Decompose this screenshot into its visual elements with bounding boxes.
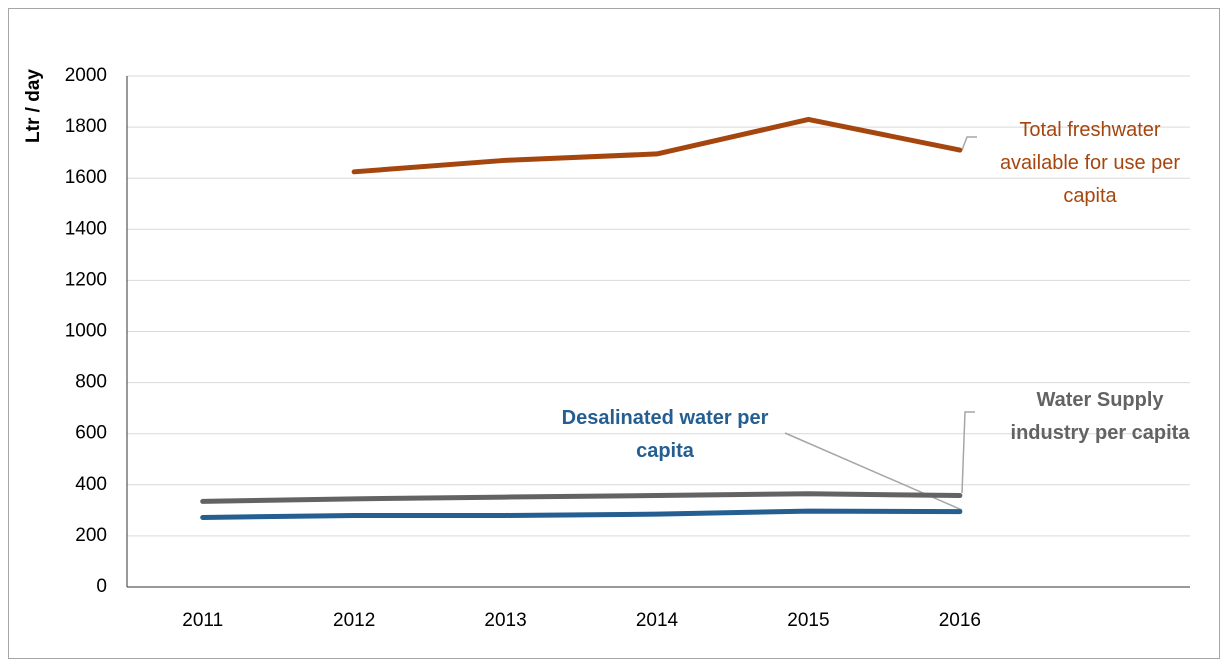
series-line <box>200 491 963 504</box>
chart-border <box>8 8 1220 659</box>
y-tick-label: 1200 <box>65 269 107 290</box>
series-line <box>200 508 963 521</box>
y-tick-label: 1600 <box>65 167 107 188</box>
y-axis-label: Ltr / day <box>23 69 44 143</box>
x-tick-label: 2016 <box>939 610 981 631</box>
y-tick-label: 800 <box>75 372 107 393</box>
y-tick-label: 200 <box>75 525 107 546</box>
y-tick-label: 2000 <box>65 65 107 86</box>
y-tick-label: 1800 <box>65 116 107 137</box>
y-tick-label: 0 <box>96 576 107 597</box>
x-tick-label: 2012 <box>333 610 375 631</box>
x-tick-label: 2014 <box>636 610 679 631</box>
series-line <box>351 116 963 175</box>
x-tick-label: 2011 <box>182 610 223 631</box>
x-tick-label: 2013 <box>484 610 526 631</box>
leader-line <box>961 411 975 494</box>
y-tick-label: 1000 <box>65 321 107 342</box>
y-tick-label: 600 <box>75 423 107 444</box>
y-tick-label: 1400 <box>65 218 107 239</box>
series-label: Desalinated water per capita <box>561 407 769 462</box>
leader-line <box>961 136 977 151</box>
series-label: Water Supply industry per capita <box>1010 389 1190 444</box>
series-label: Total freshwater available for use per c… <box>999 119 1181 207</box>
x-tick-label: 2015 <box>787 610 829 631</box>
y-tick-label: 400 <box>75 474 107 495</box>
